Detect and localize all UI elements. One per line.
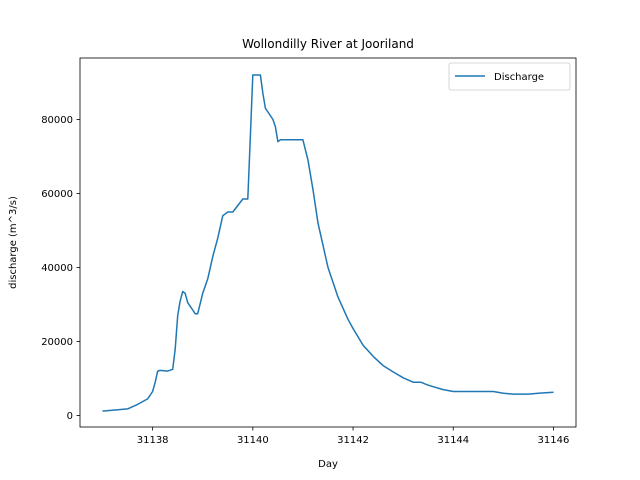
plot-area: 31138 31140 31142 31144 31146 0 20000 40000 600…	[41, 57, 577, 446]
y-axis-label: discharge (m^3/s)	[8, 196, 19, 289]
y-tick-label: 80000	[41, 115, 73, 126]
y-tick-label: 20000	[41, 337, 73, 348]
series-layer	[102, 74, 554, 412]
axes-frame	[79, 57, 577, 428]
y-tick-label: 0	[67, 411, 73, 422]
legend-series-label: Discharge	[494, 72, 544, 83]
y-axis: 0 20000 40000 60000 80000	[41, 115, 80, 422]
x-tick-label: 31142	[337, 435, 369, 446]
legend: Discharge	[448, 62, 571, 91]
chart-title: Wollondilly River at Jooriland	[242, 37, 414, 51]
x-tick-label: 31146	[538, 435, 570, 446]
x-axis-label: Day	[318, 459, 338, 470]
x-tick-label: 31140	[237, 435, 269, 446]
y-tick-label: 60000	[41, 189, 73, 200]
x-axis: 31138 31140 31142 31144 31146	[137, 427, 570, 446]
x-tick-label: 31144	[437, 435, 469, 446]
legend-box	[448, 62, 571, 91]
x-tick-label: 31138	[137, 435, 169, 446]
y-tick-label: 40000	[41, 263, 73, 274]
series-line-discharge	[102, 74, 554, 412]
